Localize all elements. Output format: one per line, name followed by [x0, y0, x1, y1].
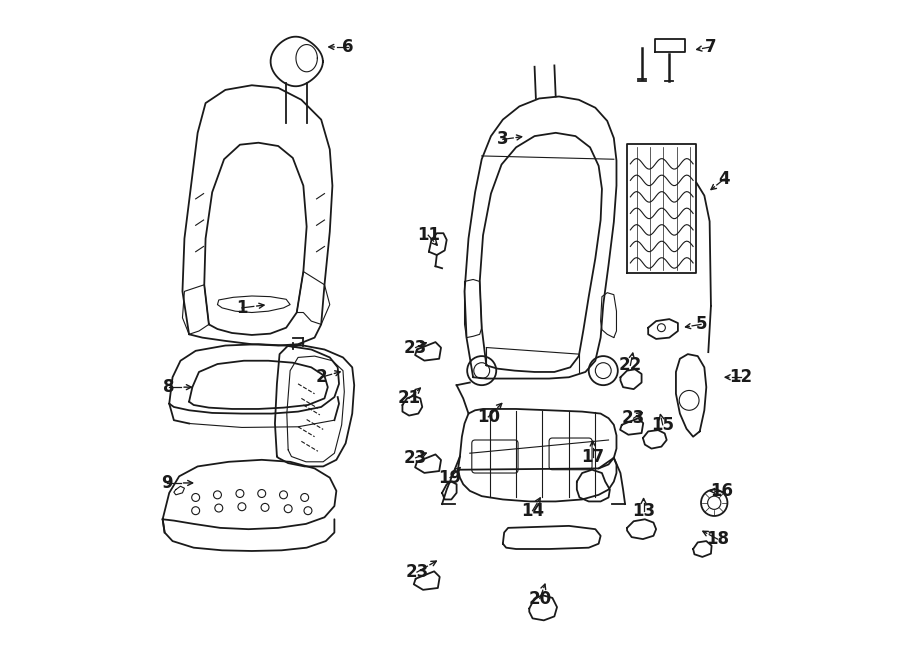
Text: 23: 23: [404, 449, 428, 467]
Text: 12: 12: [729, 368, 752, 386]
Text: 9: 9: [161, 474, 173, 492]
Text: 20: 20: [528, 590, 552, 608]
Text: 2: 2: [315, 368, 327, 386]
Text: 1: 1: [236, 299, 248, 317]
Text: 21: 21: [398, 389, 420, 407]
Text: 10: 10: [477, 408, 500, 426]
Text: 16: 16: [711, 482, 733, 500]
Text: 7: 7: [705, 38, 716, 56]
Text: 23: 23: [404, 338, 428, 357]
Text: 18: 18: [706, 530, 729, 548]
Text: 4: 4: [718, 170, 730, 188]
Text: 5: 5: [696, 315, 706, 334]
Text: 22: 22: [618, 356, 642, 374]
Text: 13: 13: [632, 502, 655, 520]
Text: 11: 11: [417, 226, 440, 244]
Text: 23: 23: [405, 563, 428, 581]
Text: 3: 3: [497, 130, 508, 148]
Text: 23: 23: [622, 409, 645, 427]
Text: 8: 8: [164, 378, 175, 396]
Text: 19: 19: [438, 469, 462, 487]
Text: 6: 6: [342, 38, 354, 56]
Text: 14: 14: [521, 502, 544, 520]
Text: 17: 17: [581, 448, 604, 465]
Text: 15: 15: [652, 416, 674, 434]
